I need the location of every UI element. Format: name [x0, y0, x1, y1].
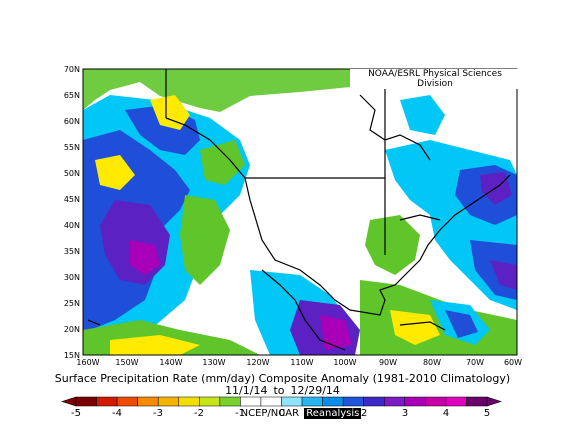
lat-label: 70N — [64, 65, 80, 74]
map-frame — [82, 68, 518, 356]
lon-label: 130W — [202, 358, 225, 367]
longitude-axis: 160W 150W 140W 130W 120W 110W 100W 90W 8… — [76, 358, 522, 367]
colorbar-segment — [157, 396, 179, 407]
latitude-axis: 70N 65N 60N 55N 50N 45N 40N 35N 30N 25N … — [64, 65, 80, 360]
lat-label: 50N — [64, 169, 80, 178]
colorbar-segment — [445, 396, 467, 407]
colorbar-segment — [260, 396, 282, 407]
credit-label: NOAA/ESRL Physical Sciences Division — [350, 69, 520, 89]
lon-label: 160W — [76, 358, 99, 367]
colorbar-segment — [301, 396, 323, 407]
caption-title: Surface Precipitation Rate (mm/day) Comp… — [54, 372, 511, 385]
colorbar-label: 3 — [402, 408, 408, 419]
colorbar-label: 2 — [361, 408, 367, 419]
lat-label: 40N — [64, 221, 80, 230]
colorbar-segment — [199, 396, 221, 407]
lon-label: 80W — [423, 358, 441, 367]
colorbar-segment — [75, 396, 97, 407]
colorbar-segment — [404, 396, 426, 407]
source-left: NCEP/NCAR — [240, 408, 300, 419]
lon-label: 90W — [379, 358, 397, 367]
colorbar-label: -2 — [194, 408, 204, 419]
colorbar-segment — [116, 396, 138, 407]
lat-label: 45N — [64, 195, 80, 204]
lat-label: 15N — [64, 351, 80, 360]
source-right: Reanalysis — [304, 408, 362, 419]
colorbar-label: -4 — [112, 408, 122, 419]
lon-label: 150W — [115, 358, 138, 367]
colorbar-segment — [384, 396, 406, 407]
colorbar-segment — [322, 396, 344, 407]
lat-label: 25N — [64, 299, 80, 308]
colorbar-label: 4 — [443, 408, 449, 419]
date-start: 11/1/14 — [225, 384, 268, 397]
colorbar — [61, 396, 502, 407]
lat-label: 55N — [64, 143, 80, 152]
lat-label: 30N — [64, 273, 80, 282]
colorbar-segment — [425, 396, 447, 407]
colorbar-segment — [281, 396, 303, 407]
colorbar-segment — [137, 396, 159, 407]
colorbar-label: -3 — [153, 408, 163, 419]
lat-label: 65N — [64, 91, 80, 100]
colorbar-label: 0 — [279, 408, 285, 419]
data-source: NCEP/NCAR Reanalysis — [230, 408, 370, 419]
colorbar-segment — [363, 396, 385, 407]
lon-label: 120W — [246, 358, 269, 367]
colorbar-label: -5 — [71, 408, 81, 419]
date-separator: to — [273, 384, 285, 397]
lon-label: 110W — [290, 358, 313, 367]
colorbar-segment — [178, 396, 200, 407]
colorbar-label: -1 — [235, 408, 245, 419]
coastlines — [87, 69, 511, 351]
lat-label: 20N — [64, 325, 80, 334]
colorbar-segment — [240, 396, 262, 407]
lon-label: 70W — [466, 358, 484, 367]
caption-dates: 11/1/14 to 12/29/14 — [0, 385, 565, 397]
colorbar-segment — [219, 396, 241, 407]
colorbar-segment — [96, 396, 118, 407]
colorbar-label: 5 — [484, 408, 490, 419]
lon-label: 140W — [159, 358, 182, 367]
colorbar-arrow-right — [486, 396, 502, 407]
lat-label: 60N — [64, 117, 80, 126]
colorbar-segment — [466, 396, 488, 407]
date-end: 12/29/14 — [290, 384, 340, 397]
colorbar-segment — [342, 396, 364, 407]
lon-label: 100W — [333, 358, 356, 367]
anomaly-field — [83, 69, 517, 355]
lon-label: 60W — [504, 358, 522, 367]
lat-label: 35N — [64, 247, 80, 256]
